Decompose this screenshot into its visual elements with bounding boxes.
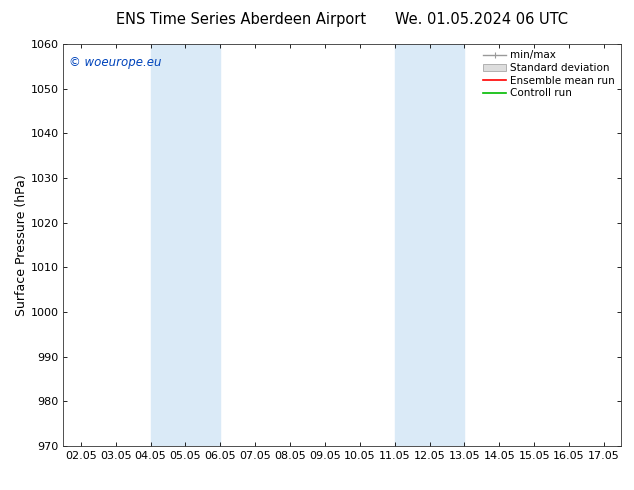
Y-axis label: Surface Pressure (hPa): Surface Pressure (hPa) [15, 174, 28, 316]
Text: We. 01.05.2024 06 UTC: We. 01.05.2024 06 UTC [396, 12, 568, 27]
Bar [394, 44, 464, 446]
Bar [150, 44, 221, 446]
Text: © woeurope.eu: © woeurope.eu [69, 56, 162, 69]
Text: ENS Time Series Aberdeen Airport: ENS Time Series Aberdeen Airport [116, 12, 366, 27]
Legend: min/max, Standard deviation, Ensemble mean run, Controll run: min/max, Standard deviation, Ensemble me… [480, 47, 618, 101]
